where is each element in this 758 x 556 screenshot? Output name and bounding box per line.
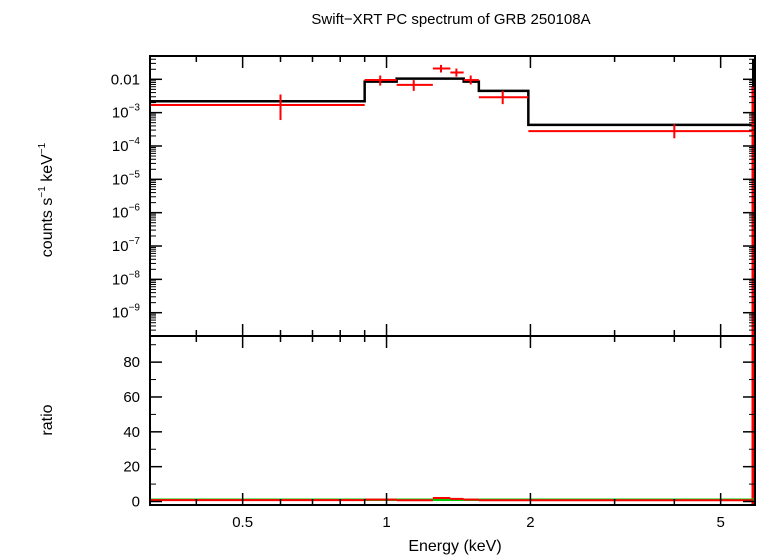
y-tick-label: 60: [123, 389, 140, 406]
model-step-line: [150, 59, 755, 127]
x-tick-label: 1: [382, 514, 390, 531]
spectrum-panel: 0.01 10−3 10−4 10−5 10−6 10−7 10−8 10−9 counts …: [37, 55, 756, 505]
chart-title: Swift−XRT PC spectrum of GRB 250108A: [311, 11, 590, 28]
y-tick-label: 80: [123, 354, 140, 371]
ratio-series: [150, 496, 754, 502]
y-tick-label: 10−4: [112, 136, 141, 155]
y-tick-label: 10−6: [112, 203, 141, 222]
spectrum-axes: [149, 55, 756, 337]
y-tick-label: 40: [123, 424, 140, 441]
spectrum-frame: [149, 55, 756, 337]
spectrum-y-axis-label: counts s−1 keV−1: [37, 142, 56, 257]
y-tick-label: 20: [123, 459, 140, 476]
x-tick-label: 0.5: [232, 514, 253, 531]
y-tick-label: 10−3: [112, 103, 141, 122]
y-tick-label: 10−8: [112, 269, 141, 288]
x-tick-label: 5: [716, 514, 724, 531]
y-tick-label: 10−7: [112, 236, 141, 255]
y-tick-label: 0: [132, 494, 140, 511]
y-tick-label: 10−5: [112, 169, 141, 188]
x-tick-label: 2: [526, 514, 534, 531]
y-tick-label: 0.01: [111, 71, 140, 88]
data-series: [150, 64, 755, 505]
model-series: [150, 59, 755, 127]
ratio-frame: [149, 335, 756, 506]
x-tick-labels: 0.5 1 2 5: [232, 514, 725, 531]
x-axis-label: Energy (keV): [408, 538, 501, 555]
ratio-axes: [149, 335, 756, 506]
ratio-y-tick-labels: 0 20 40 60 80: [123, 354, 140, 510]
y-tick-label: 10−9: [112, 303, 141, 322]
spectrum-y-tick-labels: 0.01 10−3 10−4 10−5 10−6 10−7 10−8 10−9: [111, 71, 141, 321]
ratio-panel: 0 20 40 60 80 0.5 1 2 5 ratio Energy (keV): [39, 335, 756, 555]
ratio-y-axis-label: ratio: [39, 404, 56, 435]
